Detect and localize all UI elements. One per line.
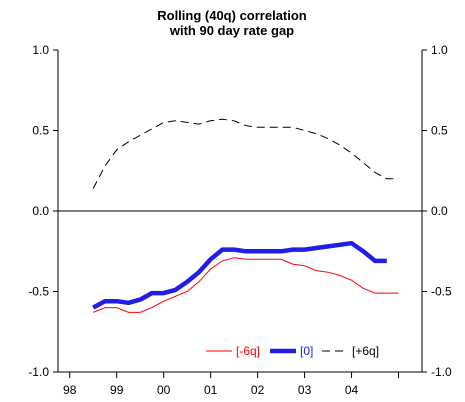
y-tick-label-right-1: -0.5 <box>431 285 452 299</box>
y-tick-label-right-2: 0.0 <box>431 204 448 218</box>
x-axis-ticks: 98 99 00 01 02 03 04 <box>63 372 400 397</box>
y-tick-label-left-2: 0.0 <box>32 204 49 218</box>
legend: [-6q] [0] [+6q] <box>206 344 379 358</box>
x-tick-label-5: 03 <box>298 383 312 397</box>
x-tick-label-0: 98 <box>63 383 77 397</box>
y-tick-label-left-1: -0.5 <box>28 285 49 299</box>
y-tick-label-left-0: -1.0 <box>28 365 49 379</box>
y-axis-ticks: -1.0 -1.0 -0.5 -0.5 0.0 0.0 0.5 0.5 1.0 1.0 <box>28 43 452 379</box>
series-layer <box>92 118 399 313</box>
x-tick-label-4: 02 <box>251 383 265 397</box>
y-tick-label-left-3: 0.5 <box>32 124 49 138</box>
x-tick-label-3: 01 <box>204 383 218 397</box>
chart-title: Rolling (40q) correlation <box>157 8 307 23</box>
legend-label-2: [+6q] <box>352 344 379 358</box>
y-tick-label-right-0: -1.0 <box>431 365 452 379</box>
y-tick-label-right-3: 0.5 <box>431 124 448 138</box>
x-tick-label-1: 99 <box>110 383 124 397</box>
x-tick-label-2: 00 <box>157 383 171 397</box>
legend-label-1: [0] <box>300 344 313 358</box>
series-line-2 <box>92 118 399 189</box>
chart-subtitle: with 90 day rate gap <box>169 23 294 38</box>
series-line-1 <box>92 240 387 310</box>
legend-label-0: [-6q] <box>236 344 260 358</box>
series-line-0 <box>93 257 399 313</box>
y-tick-label-left-4: 1.0 <box>32 43 49 57</box>
x-tick-label-6: 04 <box>345 383 359 397</box>
y-tick-label-right-4: 1.0 <box>431 43 448 57</box>
